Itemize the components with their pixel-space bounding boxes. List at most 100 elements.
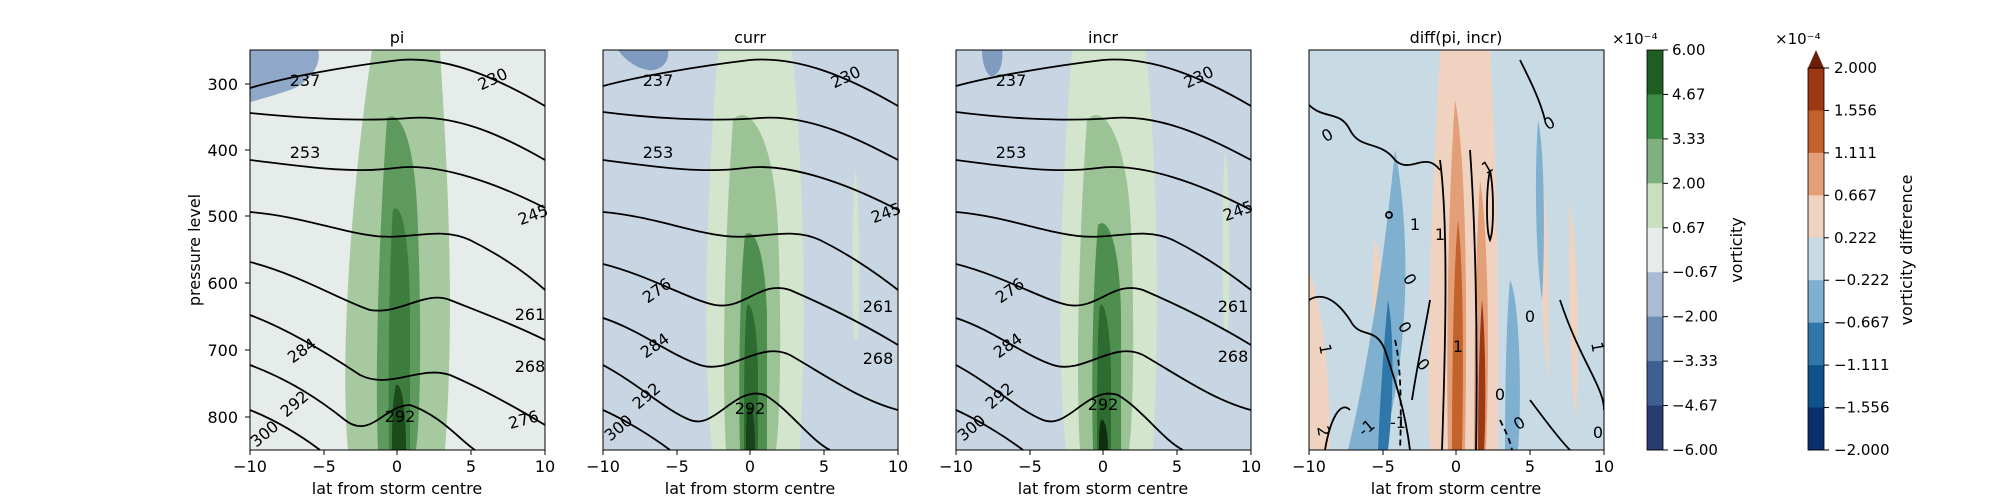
x-tick-label: 0 (1451, 457, 1461, 476)
colorbar-extend-triangle (1808, 50, 1824, 68)
colorbar-tick-label: −0.667 (1834, 314, 1890, 332)
panel-incr-contours (956, 58, 1251, 450)
colorbar-swatch (1647, 138, 1663, 184)
colorbar-tick-label: −3.33 (1672, 352, 1718, 370)
colorbar-difference-label: vorticity difference (1897, 175, 1916, 326)
panel-curr-title: curr (734, 28, 766, 47)
panel-diff: 0 0 1 0 1 1 0 0 0 0 1 -1 -1 0 0 2 1 1 di… (1292, 28, 1614, 498)
panel-curr-blue-patch (618, 50, 669, 71)
colorbar-frame (1807, 67, 1825, 451)
y-tick-label: 700 (207, 341, 238, 360)
panel-pi-contours (250, 58, 545, 450)
contour-label: 261 (515, 305, 546, 324)
y-tick-label: 800 (207, 408, 238, 427)
panel-diff-peach-1 (1309, 270, 1330, 450)
contour-label: 237 (643, 71, 674, 90)
colorbar-tick-label: −2.00 (1672, 308, 1718, 326)
contour-label: -1 (1390, 413, 1406, 432)
panel-incr-green-4 (1097, 304, 1111, 450)
x-tick-label: −5 (665, 457, 689, 476)
panel-curr: 237 230 253 245 261 276 268 284 292 300 … (586, 28, 908, 498)
panel-curr-contours (603, 58, 898, 450)
panel-curr-xlabel: lat from storm centre (665, 479, 835, 498)
contour-label: 253 (643, 143, 674, 162)
colorbar-tick-label: 1.111 (1834, 144, 1877, 162)
colorbar-vorticity-label: vorticity (1727, 217, 1746, 283)
contour-label: 237 (290, 71, 321, 90)
panel-diff-blue-2 (1535, 120, 1544, 300)
panel-diff-blue-3 (1505, 280, 1520, 450)
contour-label: 1 (1410, 215, 1420, 234)
colorbar-tick-label: 6.00 (1672, 41, 1705, 59)
x-tick-label: −10 (939, 457, 973, 476)
panel-incr-green-5 (1099, 419, 1108, 450)
x-tick-label: 10 (1594, 457, 1614, 476)
x-tick-label: 5 (1172, 457, 1182, 476)
colorbar-swatch (1808, 195, 1824, 239)
colorbar-swatch (1647, 50, 1663, 95)
colorbar-difference-exponent: ×10⁻⁴ (1775, 30, 1821, 48)
colorbar-swatch (1647, 94, 1663, 140)
panel-pi-green-4 (392, 384, 406, 450)
colorbar-swatch (1808, 68, 1824, 111)
colorbar-tick-label: −4.67 (1672, 397, 1718, 415)
panel-diff-contours (1309, 59, 1604, 450)
contour-label: 292 (1088, 395, 1119, 414)
contour-label: 0 (1495, 385, 1505, 404)
contour-label: 1 (1453, 337, 1463, 356)
panel-pi-xaxis (249, 450, 546, 455)
panel-diff-orange-4 (1478, 300, 1486, 450)
colorbar-vorticity-difference: ×10⁻⁴ 2.000 1.556 1.111 0.667 0.222 −0.222 −0.… (1775, 30, 1916, 459)
colorbar-tick-label: −6.00 (1672, 441, 1718, 459)
panel-pi-blue-patch (250, 50, 319, 102)
x-tick-label: −5 (1018, 457, 1042, 476)
contour-label: 0 (1525, 307, 1535, 326)
contour-label: 268 (1218, 347, 1249, 366)
contour-label: 268 (863, 349, 894, 368)
colorbar-vorticity-exponent: ×10⁻⁴ (1612, 30, 1658, 48)
contour-label: 261 (1218, 297, 1249, 316)
contour-label: 1 (1587, 340, 1607, 353)
x-tick-label: −10 (233, 457, 267, 476)
colorbar-tick-label: 2.000 (1834, 59, 1877, 77)
colorbar-swatch (1647, 183, 1663, 229)
colorbar-tick-label: −0.67 (1672, 263, 1718, 281)
panel-incr-green-1b (1222, 150, 1230, 330)
contour-label: 1 (1315, 342, 1335, 355)
panel-incr: 237 230 253 245 261 276 268 284 292 300 … (939, 28, 1261, 498)
colorbar-tick-label: 2.00 (1672, 174, 1705, 192)
contour-label: 1 (1435, 225, 1445, 244)
colorbar-swatch (1647, 361, 1663, 407)
panel-diff-xlabel: lat from storm centre (1371, 479, 1541, 498)
panel-incr-title: incr (1088, 28, 1118, 47)
y-axis-label: pressure level (185, 194, 204, 306)
x-tick-label: 10 (888, 457, 908, 476)
x-tick-label: −10 (1292, 457, 1326, 476)
panel-incr-xlabel: lat from storm centre (1018, 479, 1188, 498)
y-tick-label: 300 (207, 75, 238, 94)
contour-label: 292 (385, 407, 416, 426)
colorbar-swatch (1808, 365, 1824, 409)
colorbar-swatch (1647, 272, 1663, 318)
colorbar-tick-label: 4.67 (1672, 85, 1705, 103)
panel-incr-blue-patch (982, 50, 1003, 77)
colorbar-vorticity: ×10⁻⁴ 6.00 4.67 3.33 2.00 0.67 −0.67 −2.00 −3.3… (1612, 30, 1746, 459)
contour-label: 237 (996, 71, 1027, 90)
panel-pi-title: pi (390, 28, 405, 47)
colorbar-tick-label: 0.667 (1834, 186, 1877, 204)
x-tick-label: −5 (312, 457, 336, 476)
colorbar-tick-label: −1.556 (1834, 399, 1890, 417)
colorbar-frame (1646, 49, 1664, 451)
colorbar-tick-label: 0.67 (1672, 219, 1705, 237)
contour-label: 268 (515, 357, 546, 376)
colorbar-tick-label: 0.222 (1834, 229, 1877, 247)
colorbar-swatch (1647, 405, 1663, 451)
y-tick-label: 600 (207, 274, 238, 293)
colorbar-swatch (1647, 316, 1663, 362)
x-tick-label: 10 (535, 457, 555, 476)
x-tick-label: 10 (1241, 457, 1261, 476)
contour-label: 2 (1313, 424, 1333, 437)
contour-label: 292 (735, 399, 766, 418)
colorbar-swatch (1808, 407, 1824, 451)
